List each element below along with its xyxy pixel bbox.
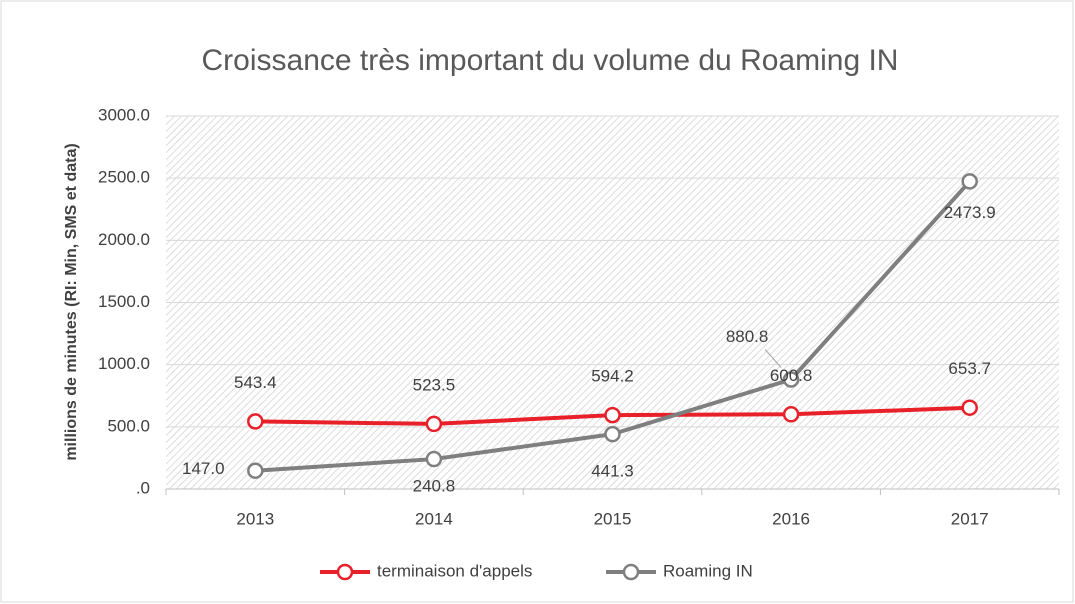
data-point <box>961 399 978 416</box>
data-label: 543.4 <box>234 373 277 392</box>
data-label: 523.5 <box>413 375 456 394</box>
leader-line <box>764 349 782 368</box>
y-tick-label: 1000.0 <box>98 354 150 373</box>
data-label: 653.7 <box>948 359 991 378</box>
data-label: 2473.9 <box>944 203 996 222</box>
x-tick-label: 2013 <box>236 509 274 528</box>
y-tick-label: 2000.0 <box>98 230 150 249</box>
data-label: 594.2 <box>591 367 634 386</box>
data-label: 147.0 <box>182 459 225 478</box>
y-tick-label: 3000.0 <box>98 105 150 124</box>
x-tick-label: 2016 <box>772 509 810 528</box>
data-point <box>425 415 443 433</box>
legend-marker <box>336 563 354 581</box>
x-tick-label: 2014 <box>415 509 453 528</box>
data-point <box>604 406 621 424</box>
data-label: 441.3 <box>591 462 634 481</box>
data-label: 600.8 <box>770 366 813 385</box>
data-point <box>247 462 264 479</box>
legend-marker <box>622 563 640 581</box>
data-point <box>247 413 264 430</box>
y-tick-label: 1500.0 <box>98 292 150 311</box>
x-tick-label: 2017 <box>951 509 989 528</box>
y-tick-label: .0 <box>136 478 150 497</box>
data-point <box>425 450 443 468</box>
x-tick-label: 2015 <box>594 509 632 528</box>
y-tick-label: 500.0 <box>107 416 150 435</box>
data-point <box>782 371 800 388</box>
data-label: 240.8 <box>413 477 456 496</box>
legend-label: Roaming IN <box>663 561 753 580</box>
chart-title: Croissance très important du volume du R… <box>202 44 899 77</box>
y-tick-label: 2500.0 <box>98 168 150 187</box>
legend-label: terminaison d'appels <box>377 561 532 580</box>
y-axis-label: millions de minutes (RI: Min, SMS et dat… <box>63 143 80 460</box>
data-point <box>961 173 978 190</box>
data-point <box>782 406 800 423</box>
data-point <box>604 425 621 443</box>
data-label: 880.8 <box>726 327 769 346</box>
